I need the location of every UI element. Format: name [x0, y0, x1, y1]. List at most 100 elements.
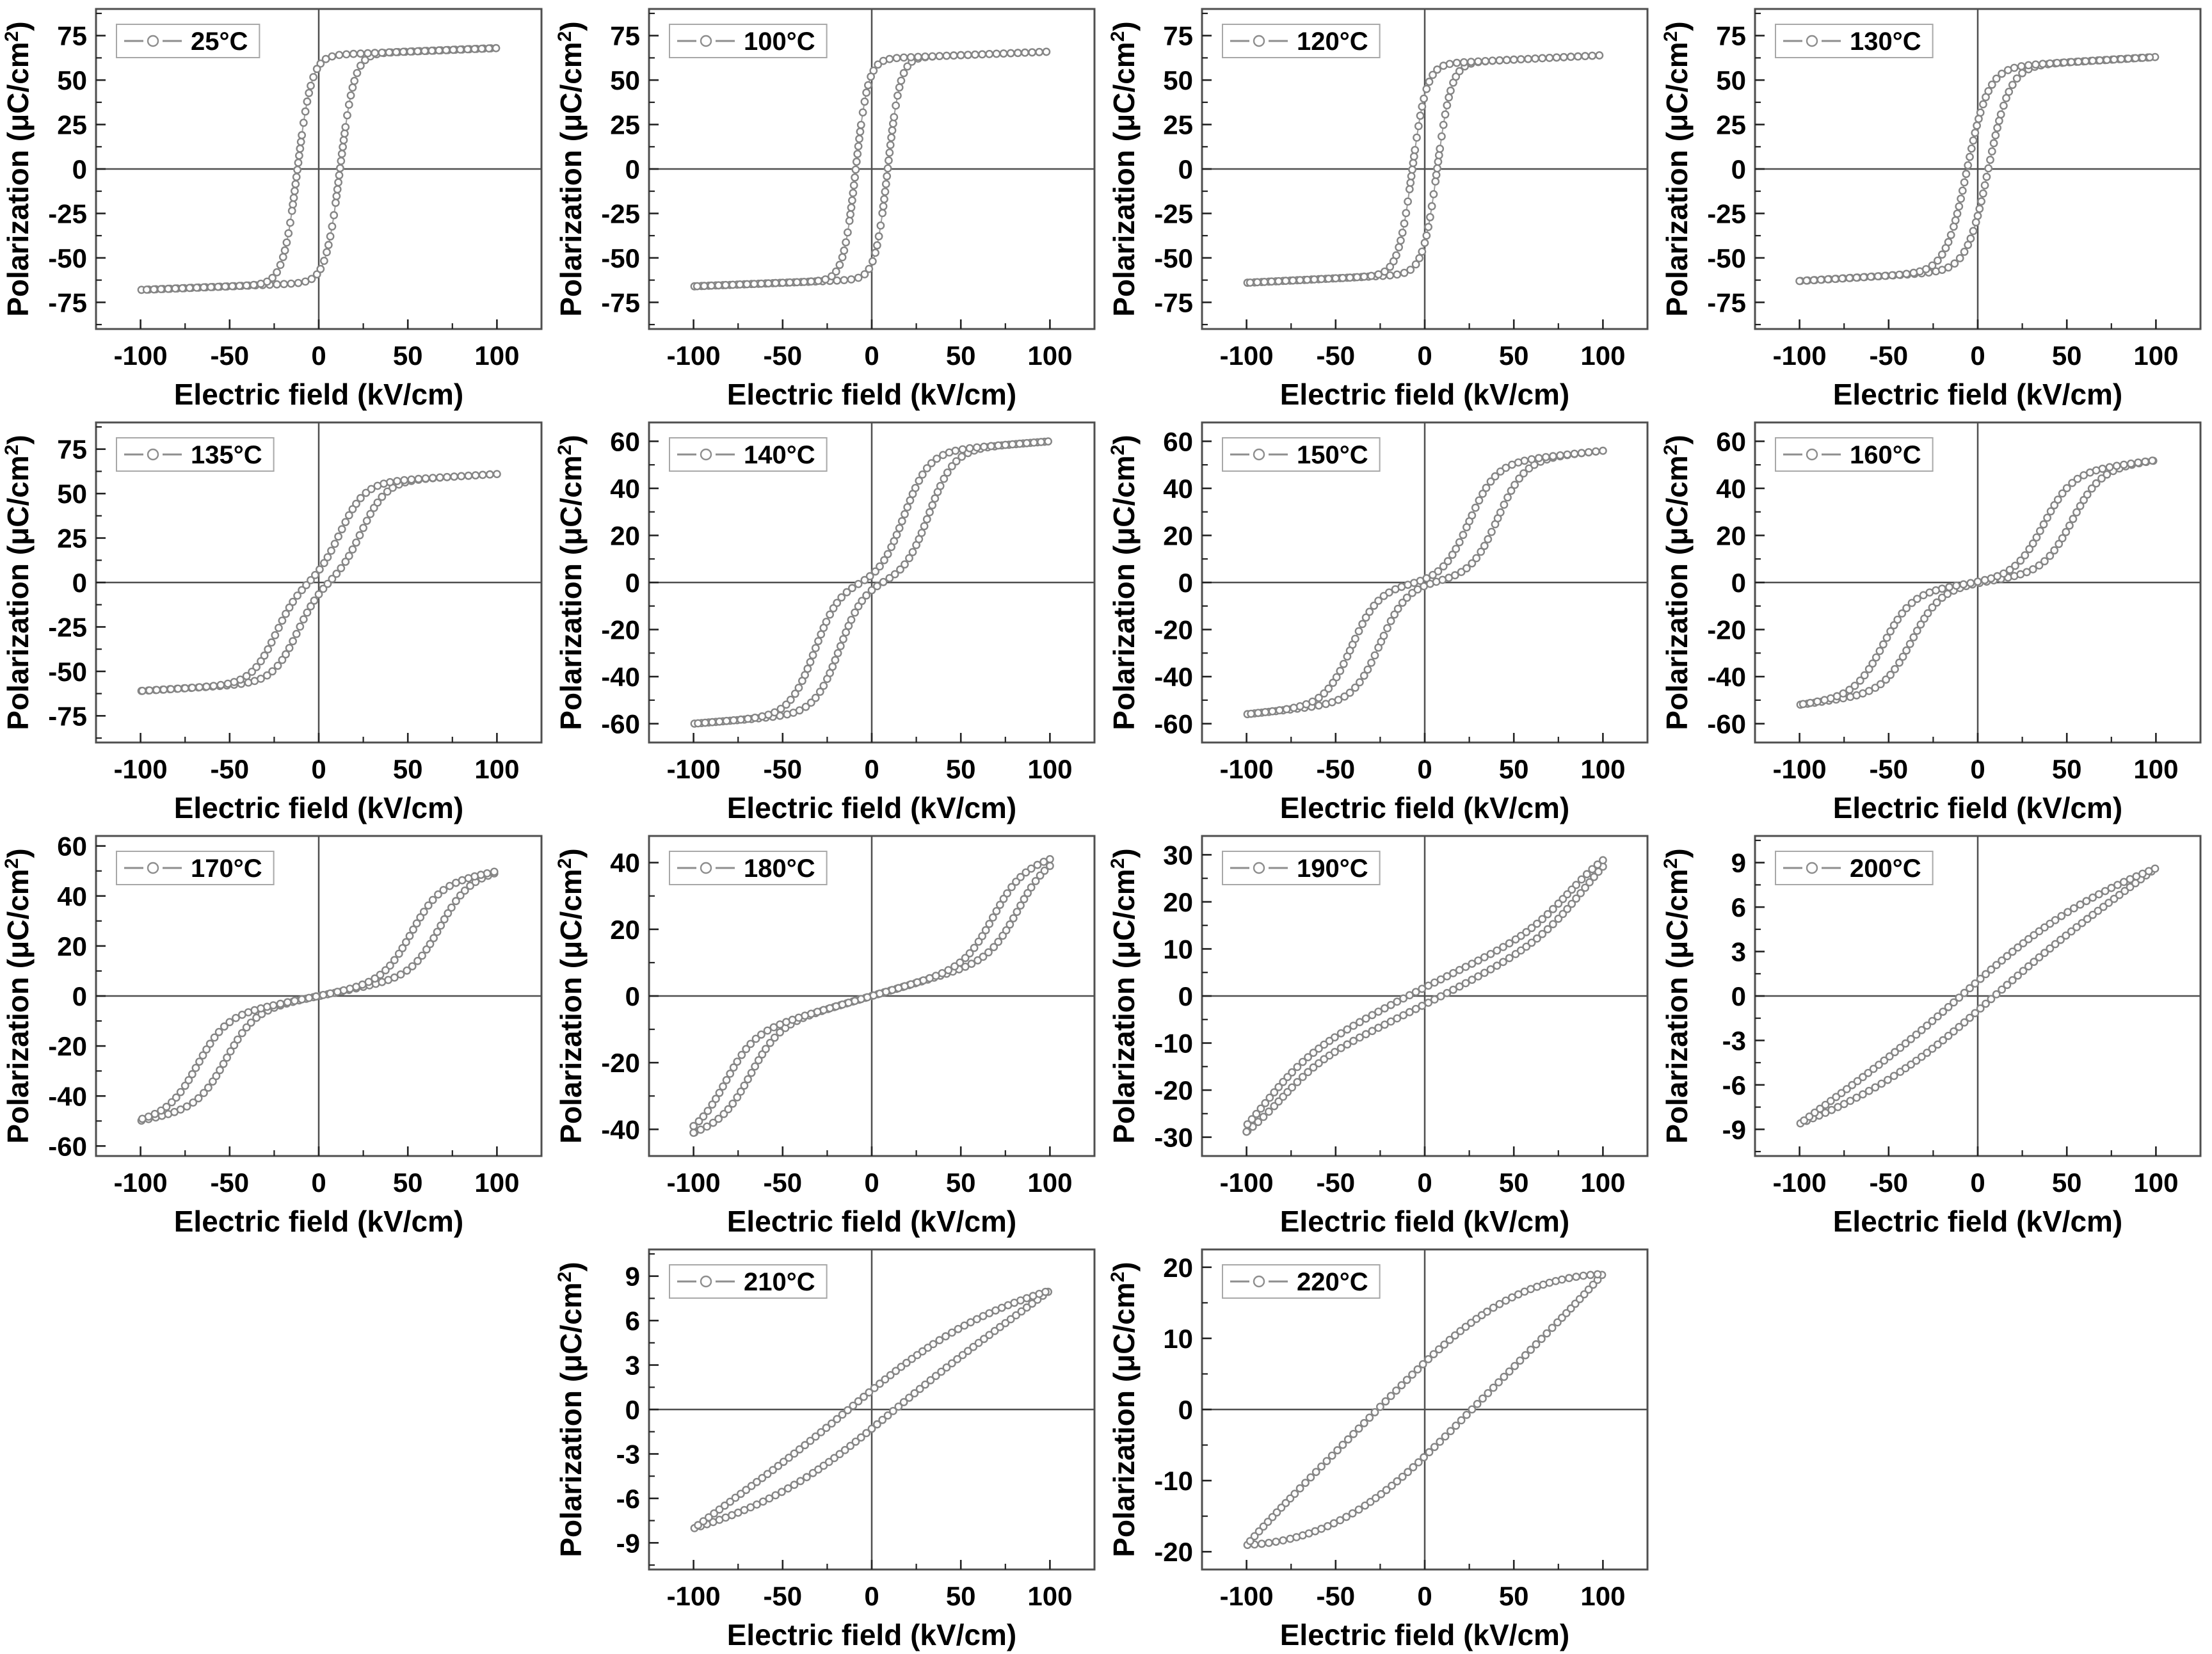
- data-point-marker: [357, 49, 365, 58]
- y-tick-label: 60: [57, 831, 87, 862]
- legend: 190°C: [1222, 851, 1381, 885]
- data-point-marker: [910, 1389, 919, 1398]
- y-tick-label: -25: [1154, 198, 1193, 229]
- x-axis-label: Electric field (kV/cm): [1833, 378, 2123, 411]
- data-point-marker: [915, 1385, 924, 1393]
- data-point-marker: [771, 278, 780, 287]
- data-point-marker: [1298, 1057, 1307, 1066]
- data-point-marker: [883, 172, 892, 181]
- x-tick-label: -100: [1773, 1168, 1827, 1198]
- data-point-marker: [1595, 51, 1604, 60]
- data-point-marker: [855, 134, 863, 143]
- data-point-marker: [1022, 438, 1031, 447]
- legend-marker-icon: [1230, 862, 1288, 874]
- y-tick-label: 40: [1716, 474, 1746, 504]
- data-point-marker: [223, 1053, 231, 1062]
- data-point-marker: [1028, 48, 1036, 57]
- y-tick-label: 75: [1163, 21, 1193, 51]
- data-point-marker: [1882, 633, 1891, 642]
- data-point-marker: [332, 198, 340, 207]
- data-point-marker: [1260, 277, 1269, 286]
- data-point-marker: [715, 1088, 724, 1097]
- data-point-marker: [1563, 450, 1572, 459]
- data-point-marker: [1408, 1370, 1416, 1379]
- data-point-marker: [786, 695, 795, 704]
- data-point-marker: [2064, 908, 2072, 917]
- data-point-marker: [1455, 982, 1464, 991]
- data-point-marker: [1889, 621, 1898, 630]
- data-point-marker: [138, 1114, 147, 1123]
- data-point-marker: [359, 524, 367, 533]
- y-axis-label: Polarization (μC/cm2): [554, 1262, 588, 1557]
- data-point-marker: [693, 282, 701, 291]
- data-point-marker: [1320, 1055, 1329, 1064]
- x-tick-label: -100: [1220, 754, 1274, 784]
- data-point-marker: [1839, 1100, 1848, 1109]
- data-point-marker: [1576, 889, 1585, 897]
- data-point-marker: [452, 878, 460, 887]
- data-point-marker: [830, 1454, 838, 1463]
- data-point-marker: [1008, 440, 1017, 449]
- data-point-marker: [1365, 1413, 1374, 1422]
- legend: 200°C: [1775, 851, 1934, 885]
- data-point-marker: [856, 1433, 865, 1442]
- data-point-marker: [421, 474, 430, 483]
- data-point-marker: [894, 91, 902, 100]
- data-point-marker: [779, 1457, 788, 1466]
- data-point-marker: [1452, 72, 1461, 81]
- data-point-marker: [1864, 687, 1873, 695]
- y-axis-label: Polarization (μC/cm2): [1, 435, 35, 730]
- data-point-marker: [890, 113, 899, 122]
- data-point-marker: [1363, 665, 1372, 674]
- data-point-marker: [2073, 474, 2082, 483]
- data-point-marker: [1933, 256, 1942, 265]
- data-point-marker: [940, 474, 949, 483]
- data-point-marker: [1358, 620, 1366, 629]
- data-point-marker: [1565, 1274, 1573, 1283]
- data-point-marker: [1448, 550, 1457, 559]
- data-point-marker: [1876, 680, 1885, 689]
- data-point-marker: [1971, 129, 1980, 137]
- data-point-marker: [754, 1056, 763, 1064]
- data-point-marker: [1543, 910, 1552, 919]
- data-point-marker: [1393, 604, 1402, 613]
- data-point-marker: [860, 270, 869, 278]
- data-point-marker: [746, 1040, 755, 1048]
- data-point-marker: [870, 1384, 879, 1392]
- data-point-marker: [142, 285, 151, 294]
- data-point-marker: [1439, 562, 1448, 571]
- data-point-marker: [1967, 144, 1976, 153]
- data-point-marker: [1007, 883, 1016, 892]
- data-point-marker: [312, 270, 321, 278]
- data-point-marker: [1254, 1527, 1263, 1536]
- data-point-marker: [284, 229, 293, 237]
- data-point-marker: [1016, 901, 1025, 910]
- y-tick-label: -6: [1722, 1070, 1746, 1100]
- y-tick-label: 25: [1163, 110, 1193, 140]
- data-point-marker: [1480, 542, 1489, 550]
- legend: 160°C: [1775, 437, 1934, 472]
- y-tick-label: 25: [1716, 110, 1746, 140]
- chart-220c: -100 -50 0 50 100 20 10 0 -10 -20 Electric field (…: [1106, 1240, 1659, 1654]
- x-axis-label: Electric field (kV/cm): [174, 791, 464, 824]
- data-point-marker: [937, 1367, 945, 1376]
- data-point-marker: [1895, 658, 1903, 667]
- data-point-marker: [1845, 273, 1854, 282]
- data-point-marker: [182, 1102, 191, 1111]
- data-point-marker: [846, 1441, 854, 1450]
- data-point-marker: [439, 886, 448, 894]
- x-tick-label: -100: [667, 1168, 721, 1198]
- data-point-marker: [1522, 942, 1531, 951]
- data-point-marker: [720, 1501, 729, 1510]
- legend: 130°C: [1775, 24, 1934, 58]
- data-point-marker: [2119, 460, 2128, 469]
- y-tick-label: -20: [1154, 1075, 1193, 1105]
- data-point-marker: [212, 1072, 221, 1080]
- data-point-marker: [433, 927, 442, 936]
- data-point-marker: [985, 50, 994, 58]
- data-point-marker: [1040, 866, 1049, 875]
- data-point-marker: [1864, 664, 1873, 673]
- data-point-marker: [298, 586, 306, 595]
- y-tick-label: 40: [610, 474, 640, 504]
